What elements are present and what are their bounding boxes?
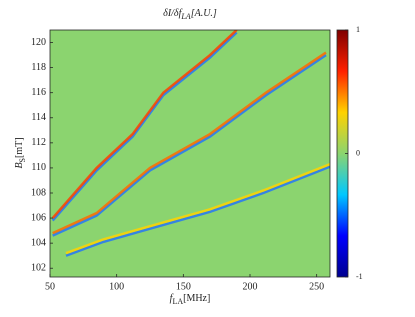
x-tick-label: 250 — [309, 281, 324, 292]
y-tick-label: 120 — [31, 37, 46, 48]
chart-title: δI/δfLA[A.U.] — [163, 8, 217, 21]
colorbar-tick-label: 0 — [356, 148, 360, 157]
y-tick-label: 118 — [31, 62, 46, 73]
ridge — [52, 51, 327, 235]
y-tick-label: 116 — [31, 87, 46, 98]
y-tick-label: 108 — [31, 187, 46, 198]
ridge-low — [52, 54, 327, 237]
ridge-low — [51, 31, 238, 222]
ridges — [51, 30, 330, 257]
y-tick-label: 110 — [31, 162, 46, 173]
plot-frame — [49, 29, 331, 278]
y-tick-label: 106 — [31, 212, 46, 223]
x-tick-label: 100 — [109, 281, 124, 292]
y-tick-label: 112 — [31, 137, 46, 148]
x-axis-label: fLA[MHz] — [170, 293, 211, 306]
heatmap-background — [50, 30, 330, 277]
x-tick-label: 200 — [243, 281, 258, 292]
colorbar-tick-label: 1 — [356, 25, 360, 34]
ridge-low — [65, 165, 330, 257]
x-tick-label: 50 — [45, 281, 55, 292]
x-tick-label: 150 — [176, 281, 191, 292]
y-tick-label: 104 — [31, 237, 46, 248]
y-tick-label: 114 — [31, 112, 46, 123]
colorbar-tick-label: -1 — [356, 272, 363, 281]
y-tick-label: 102 — [31, 263, 46, 274]
ridge — [51, 30, 238, 219]
y-axis-label: BS[mT] — [14, 137, 27, 168]
ridge — [65, 162, 330, 255]
